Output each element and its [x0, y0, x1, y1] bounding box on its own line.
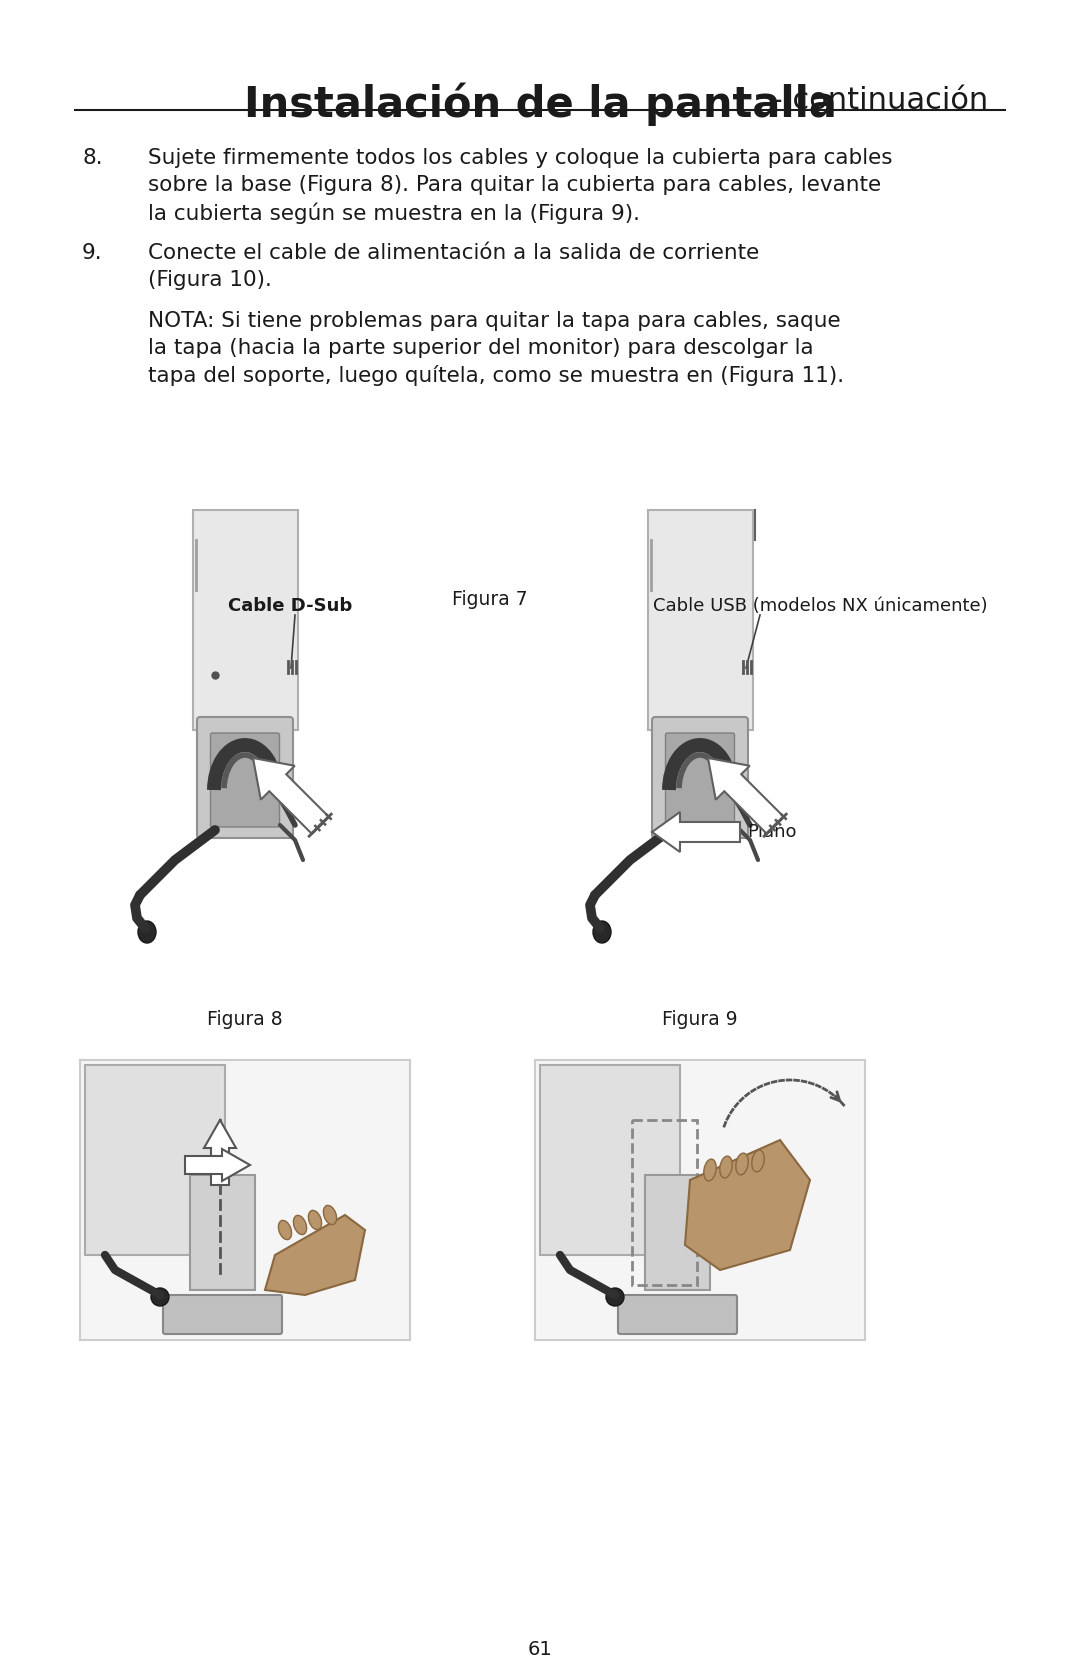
Polygon shape — [708, 758, 784, 833]
FancyBboxPatch shape — [535, 1060, 865, 1340]
Ellipse shape — [323, 1205, 337, 1225]
Text: Cable USB (modelos NX únicamente): Cable USB (modelos NX únicamente) — [652, 598, 987, 614]
FancyBboxPatch shape — [665, 733, 734, 828]
Text: la tapa (hacia la parte superior del monitor) para descolgar la: la tapa (hacia la parte superior del mon… — [148, 339, 813, 357]
Polygon shape — [265, 1215, 365, 1295]
Ellipse shape — [309, 1210, 322, 1230]
FancyBboxPatch shape — [163, 1295, 282, 1334]
Text: Instalación de la pantalla: Instalación de la pantalla — [244, 82, 836, 125]
Bar — [540, 1065, 680, 1255]
Ellipse shape — [752, 1150, 765, 1172]
Ellipse shape — [272, 779, 284, 798]
FancyBboxPatch shape — [211, 733, 280, 828]
Ellipse shape — [279, 1220, 292, 1240]
Text: tapa del soporte, luego quítela, como se muestra en (Figura 11).: tapa del soporte, luego quítela, como se… — [148, 366, 845, 386]
FancyBboxPatch shape — [197, 718, 293, 838]
Circle shape — [151, 1288, 168, 1307]
Text: 9.: 9. — [82, 244, 103, 264]
FancyBboxPatch shape — [648, 511, 753, 729]
Text: Figura 9: Figura 9 — [662, 1010, 738, 1030]
Bar — [190, 1175, 255, 1290]
Bar — [632, 1120, 697, 1285]
FancyBboxPatch shape — [80, 1060, 410, 1340]
FancyBboxPatch shape — [652, 718, 748, 838]
Polygon shape — [253, 758, 328, 833]
Text: Sujete firmemente todos los cables y coloque la cubierta para cables: Sujete firmemente todos los cables y col… — [148, 149, 892, 169]
Ellipse shape — [593, 921, 611, 943]
Text: la cubierta según se muestra en la (Figura 9).: la cubierta según se muestra en la (Figu… — [148, 202, 640, 224]
Text: sobre la base (Figura 8). Para quitar la cubierta para cables, levante: sobre la base (Figura 8). Para quitar la… — [148, 175, 881, 195]
Ellipse shape — [294, 1215, 307, 1235]
Text: (Figura 10).: (Figura 10). — [148, 270, 272, 290]
Ellipse shape — [704, 1158, 716, 1182]
FancyBboxPatch shape — [192, 511, 297, 729]
FancyBboxPatch shape — [618, 1295, 737, 1334]
Ellipse shape — [138, 921, 156, 943]
Text: NOTA: Si tiene problemas para quitar la tapa para cables, saque: NOTA: Si tiene problemas para quitar la … — [148, 310, 840, 330]
Polygon shape — [204, 1120, 237, 1185]
Text: Conecte el cable de alimentación a la salida de corriente: Conecte el cable de alimentación a la sa… — [148, 244, 759, 264]
Text: Plano: Plano — [747, 823, 797, 841]
Polygon shape — [685, 1140, 810, 1270]
Text: Figura 7: Figura 7 — [453, 591, 528, 609]
Text: 8.: 8. — [82, 149, 103, 169]
Circle shape — [606, 1288, 624, 1307]
Text: - continuación: - continuación — [762, 87, 988, 115]
Text: 61: 61 — [528, 1641, 552, 1659]
Ellipse shape — [719, 1157, 732, 1178]
Ellipse shape — [735, 1153, 748, 1175]
Bar — [645, 1175, 710, 1290]
Ellipse shape — [727, 779, 739, 798]
Text: Cable D-Sub: Cable D-Sub — [228, 598, 352, 614]
Text: Figura 8: Figura 8 — [207, 1010, 283, 1030]
Polygon shape — [652, 813, 740, 851]
Bar — [85, 1065, 225, 1255]
Polygon shape — [185, 1148, 249, 1182]
